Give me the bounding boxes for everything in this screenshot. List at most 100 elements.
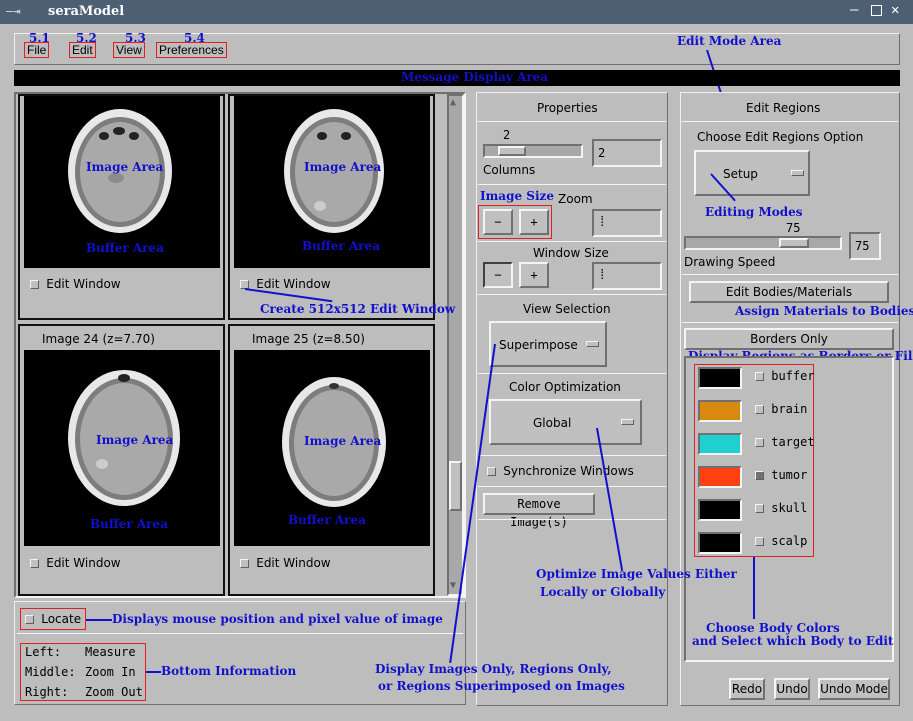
bottom-info-annotation: Bottom Information [161, 664, 297, 678]
body-color-swatch-tumor[interactable] [698, 466, 742, 488]
edit-window-toggle-3[interactable]: Edit Window [30, 556, 121, 570]
brain-scan-image-2 [284, 109, 384, 233]
body-toggle-target[interactable]: target [755, 435, 815, 449]
locate-description: Displays mouse position and pixel value … [112, 612, 443, 626]
synchronize-label: Synchronize Windows [503, 464, 634, 478]
maximize-icon[interactable] [871, 5, 882, 16]
choose-colors-annotation-2: and Select which Body to Edit [692, 634, 894, 648]
window-size-plus-button[interactable]: + [519, 262, 549, 288]
body-toggle-buffer[interactable]: buffer [755, 369, 815, 383]
image-size-box [478, 205, 552, 239]
window-titlebar: —⇥ seraModel — ✕ [0, 0, 913, 24]
mouse-middle-key: Middle: [25, 665, 76, 679]
menu-view[interactable]: View [113, 42, 145, 58]
mouse-left-key: Left: [25, 645, 62, 659]
edit-window-toggle-2[interactable]: Edit Window [240, 277, 331, 291]
image-area-3[interactable]: Image Area Buffer Area [24, 350, 220, 546]
bottom-info-pointer [146, 671, 161, 673]
close-icon[interactable]: ✕ [891, 2, 900, 18]
image-size-plus-button[interactable]: + [519, 209, 549, 235]
locate-indicator[interactable] [25, 615, 34, 624]
edit-window-toggle-4[interactable]: Edit Window [240, 556, 331, 570]
drawing-speed-slider[interactable] [684, 236, 842, 250]
redo-button[interactable]: Redo [729, 678, 765, 700]
mouse-right-key: Right: [25, 685, 69, 699]
body-toggle-tumor[interactable]: tumor [755, 468, 807, 482]
scroll-up-icon[interactable]: ▲ [450, 97, 457, 108]
image-area-4[interactable]: Image Area Buffer Area [234, 350, 430, 546]
menu-num-preferences: 5.4 [184, 31, 205, 45]
image-cell-2: Image Area Buffer Area Edit Window [228, 94, 435, 320]
buffer-area-annotation-2: Buffer Area [302, 239, 380, 253]
body-color-swatch-target[interactable] [698, 433, 742, 455]
body-name: buffer [771, 369, 815, 383]
body-color-swatch-skull[interactable] [698, 499, 742, 521]
columns-slider[interactable] [483, 144, 583, 158]
view-selection-menu[interactable]: Superimpose [489, 321, 607, 367]
body-color-swatch-buffer[interactable] [698, 367, 742, 389]
edit-window-indicator[interactable] [30, 559, 39, 568]
drawing-speed-field[interactable]: 75 [849, 232, 881, 260]
menu-num-file: 5.1 [29, 31, 50, 45]
image-area-1[interactable]: Image Area Buffer Area [24, 96, 220, 268]
edit-mode-menu[interactable]: Setup [694, 150, 810, 196]
drawing-speed-label: Drawing Speed [684, 255, 776, 269]
locate-toggle[interactable]: Locate [25, 612, 81, 626]
columns-field[interactable]: 2 [592, 139, 662, 167]
color-optimization-menu[interactable]: Global [489, 399, 642, 445]
optimize-annotation-1: Optimize Image Values Either [536, 567, 737, 581]
body-toggle-scalp[interactable]: scalp [755, 534, 807, 548]
window-menu-icon[interactable]: —⇥ [6, 4, 21, 18]
body-indicator[interactable] [755, 405, 764, 414]
synchronize-indicator[interactable] [487, 467, 496, 476]
image-size-minus-button[interactable]: − [483, 209, 513, 235]
undo-mode-button[interactable]: Undo Mode [818, 678, 890, 700]
zoom-field[interactable]: ⁞ [592, 209, 662, 237]
bottom-info-panel [14, 601, 466, 705]
borders-only-button[interactable]: Borders Only [684, 328, 894, 350]
synchronize-windows-toggle[interactable]: Synchronize Windows [487, 464, 634, 478]
edit-window-label: Edit Window [256, 277, 331, 291]
body-toggle-brain[interactable]: brain [755, 402, 807, 416]
columns-slider-thumb[interactable] [498, 146, 526, 156]
menu-edit[interactable]: Edit [69, 42, 96, 58]
locate-box [20, 608, 86, 630]
body-indicator[interactable] [755, 438, 764, 447]
edit-window-indicator[interactable] [240, 559, 249, 568]
edit-mode-value: Setup [723, 167, 758, 181]
body-color-swatch-brain[interactable] [698, 400, 742, 422]
menu-preferences[interactable]: Preferences [156, 42, 227, 58]
undo-button[interactable]: Undo [774, 678, 810, 700]
window-size-minus-button[interactable]: − [483, 262, 513, 288]
body-indicator[interactable] [755, 471, 764, 480]
choose-colors-annotation-1: Choose Body Colors [706, 621, 840, 635]
remove-images-button[interactable]: Remove Image(s) [483, 493, 595, 529]
body-name: brain [771, 402, 808, 416]
edit-window-toggle-1[interactable]: Edit Window [30, 277, 121, 291]
image-header-3: Image 24 (z=7.70) [42, 332, 155, 346]
body-color-swatch-scalp[interactable] [698, 532, 742, 554]
vertical-scrollbar[interactable]: ▲ ▼ [447, 94, 464, 596]
scroll-down-icon[interactable]: ▼ [450, 580, 457, 591]
image-area-2[interactable]: Image Area Buffer Area [234, 96, 430, 268]
image-cell-1: Image Area Buffer Area Edit Window [18, 94, 225, 320]
edit-window-indicator[interactable] [30, 280, 39, 289]
body-toggle-skull[interactable]: skull [755, 501, 807, 515]
edit-bodies-materials-button[interactable]: Edit Bodies/Materials [689, 281, 889, 303]
drawing-speed-value: 75 [786, 221, 801, 235]
scroll-thumb[interactable] [449, 461, 462, 511]
body-indicator[interactable] [755, 504, 764, 513]
window-size-field[interactable]: ⁞ [592, 262, 662, 290]
edit-regions-title: Edit Regions [746, 101, 821, 115]
body-indicator[interactable] [755, 537, 764, 546]
menu-file[interactable]: File [24, 42, 50, 58]
brain-scan-image-4 [282, 377, 386, 507]
message-display-area: Message Display Area [14, 70, 900, 86]
color-optimization-label: Color Optimization [509, 380, 621, 394]
mouse-middle-value: Zoom In [85, 665, 136, 679]
display-images-annotation-2: or Regions Superimposed on Images [378, 679, 625, 693]
locate-label: Locate [41, 612, 82, 626]
drawing-speed-thumb[interactable] [779, 238, 809, 248]
minimize-icon[interactable]: — [850, 2, 859, 18]
body-indicator[interactable] [755, 372, 764, 381]
